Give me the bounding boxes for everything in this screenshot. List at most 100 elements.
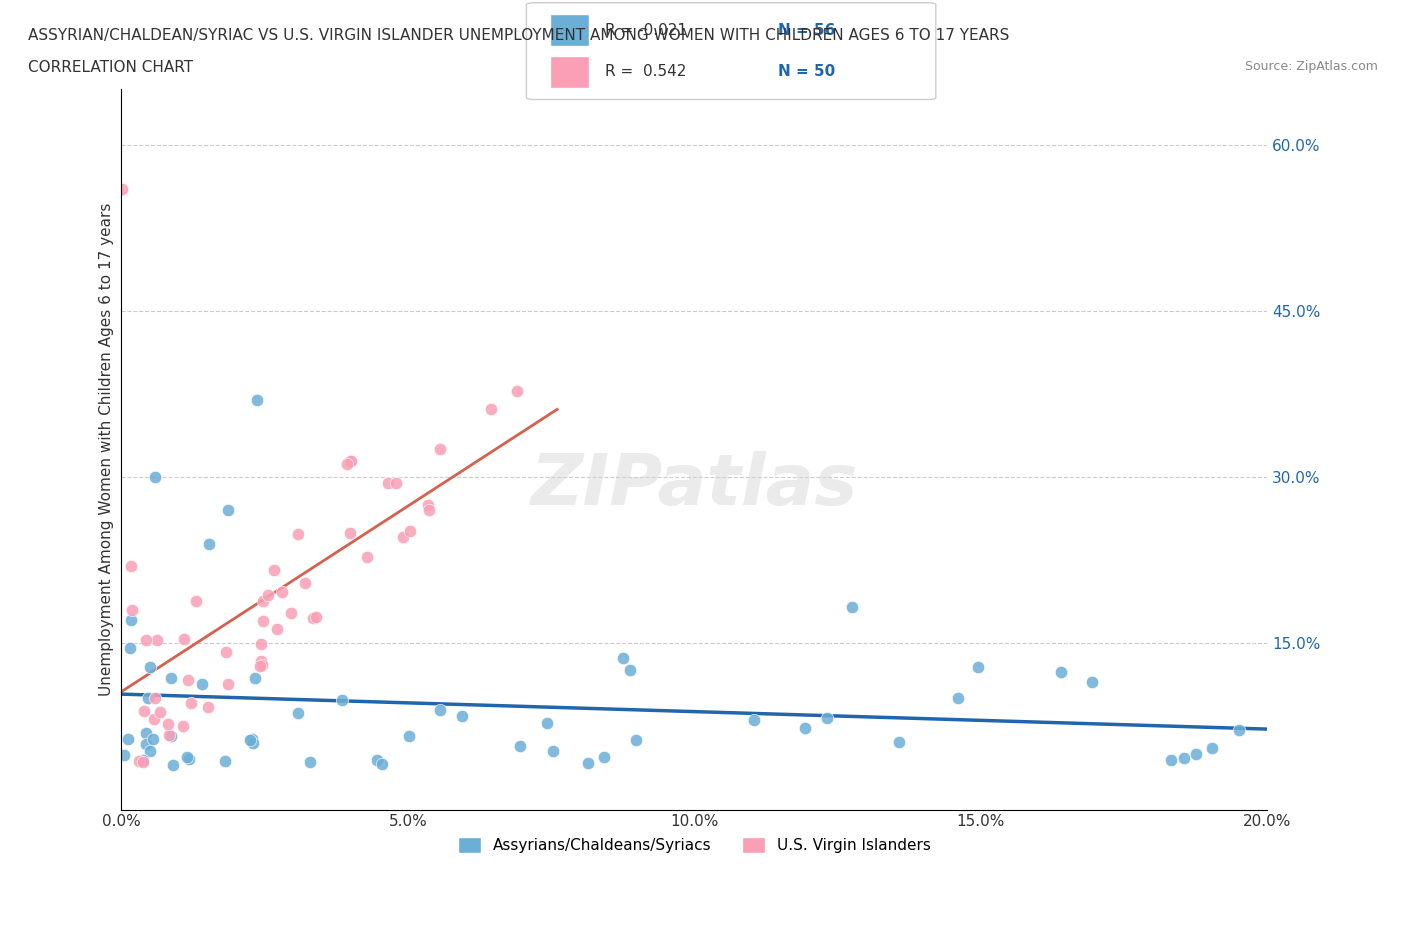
Point xyxy=(1050,664,1073,679)
Point xyxy=(1184,746,1206,761)
Y-axis label: Unemployment Among Women with Children Ages 6 to 17 years: Unemployment Among Women with Children A… xyxy=(100,203,114,697)
Point xyxy=(619,663,641,678)
Point xyxy=(287,526,309,541)
Point xyxy=(143,691,166,706)
Point xyxy=(252,594,274,609)
Point xyxy=(1173,751,1195,765)
Point xyxy=(429,703,451,718)
Point xyxy=(197,537,219,551)
Point xyxy=(271,585,294,600)
Point xyxy=(242,736,264,751)
Text: CORRELATION CHART: CORRELATION CHART xyxy=(28,60,193,75)
Point xyxy=(371,756,394,771)
Point xyxy=(398,728,420,743)
Point xyxy=(946,691,969,706)
Point xyxy=(266,622,288,637)
Point xyxy=(287,706,309,721)
Point xyxy=(157,727,180,742)
Point xyxy=(120,613,142,628)
Point xyxy=(1201,740,1223,755)
Point xyxy=(214,644,236,659)
Point xyxy=(177,672,200,687)
Point xyxy=(392,529,415,544)
Point xyxy=(117,732,139,747)
Point xyxy=(172,718,194,733)
Point xyxy=(305,610,328,625)
Point xyxy=(793,721,815,736)
Point xyxy=(145,633,167,648)
Point xyxy=(139,743,162,758)
Point xyxy=(398,523,420,538)
Point xyxy=(339,525,361,540)
Point xyxy=(377,476,399,491)
Point xyxy=(128,753,150,768)
Point xyxy=(217,677,239,692)
Point xyxy=(593,750,616,764)
Text: N = 50: N = 50 xyxy=(779,64,835,79)
Text: Source: ZipAtlas.com: Source: ZipAtlas.com xyxy=(1244,60,1378,73)
Point xyxy=(173,631,195,646)
Text: N = 56: N = 56 xyxy=(779,23,835,38)
Point xyxy=(239,733,262,748)
Text: ASSYRIAN/CHALDEAN/SYRIAC VS U.S. VIRGIN ISLANDER UNEMPLOYMENT AMONG WOMEN WITH C: ASSYRIAN/CHALDEAN/SYRIAC VS U.S. VIRGIN … xyxy=(28,28,1010,43)
Point xyxy=(176,750,198,764)
Point xyxy=(142,731,165,746)
Point xyxy=(250,637,273,652)
Point xyxy=(298,755,321,770)
Point xyxy=(250,658,273,672)
Point xyxy=(451,709,474,724)
Point xyxy=(887,735,910,750)
Point xyxy=(139,659,162,674)
Point xyxy=(180,696,202,711)
Point xyxy=(330,693,353,708)
Point xyxy=(479,402,502,417)
Legend: Assyrians/Chaldeans/Syriacs, U.S. Virgin Islanders: Assyrians/Chaldeans/Syriacs, U.S. Virgin… xyxy=(451,831,938,859)
Point xyxy=(626,733,648,748)
Point xyxy=(340,454,363,469)
Point xyxy=(132,703,155,718)
Point xyxy=(1160,752,1182,767)
Point xyxy=(121,603,143,618)
Point xyxy=(149,704,172,719)
Point xyxy=(135,725,157,740)
Point xyxy=(541,743,564,758)
Bar xyxy=(550,14,589,46)
Point xyxy=(120,558,142,573)
Point xyxy=(217,503,239,518)
Point xyxy=(197,699,219,714)
Point xyxy=(302,611,325,626)
Point xyxy=(132,754,155,769)
Point xyxy=(240,732,263,747)
Point xyxy=(1080,675,1102,690)
Point xyxy=(186,594,208,609)
Text: ZIPatlas: ZIPatlas xyxy=(530,451,858,520)
Point xyxy=(336,457,359,472)
Point xyxy=(966,659,988,674)
Point xyxy=(1229,723,1251,737)
Point xyxy=(162,757,184,772)
Point xyxy=(416,498,439,512)
Point xyxy=(145,470,167,485)
Point xyxy=(294,576,316,591)
Point xyxy=(576,756,599,771)
Point xyxy=(506,383,529,398)
Point xyxy=(366,752,388,767)
Point xyxy=(135,737,157,751)
Point xyxy=(418,502,440,517)
Point xyxy=(245,671,267,685)
Point xyxy=(111,181,134,196)
Point xyxy=(256,588,278,603)
Bar xyxy=(550,56,589,88)
Point xyxy=(132,752,155,767)
Point xyxy=(841,600,863,615)
Point xyxy=(815,711,838,725)
Point xyxy=(429,442,451,457)
Point xyxy=(509,738,531,753)
Point xyxy=(339,454,361,469)
Point xyxy=(156,716,179,731)
Point xyxy=(385,476,408,491)
Point xyxy=(249,658,271,673)
Point xyxy=(214,753,236,768)
Point xyxy=(252,614,274,629)
Point xyxy=(536,715,558,730)
